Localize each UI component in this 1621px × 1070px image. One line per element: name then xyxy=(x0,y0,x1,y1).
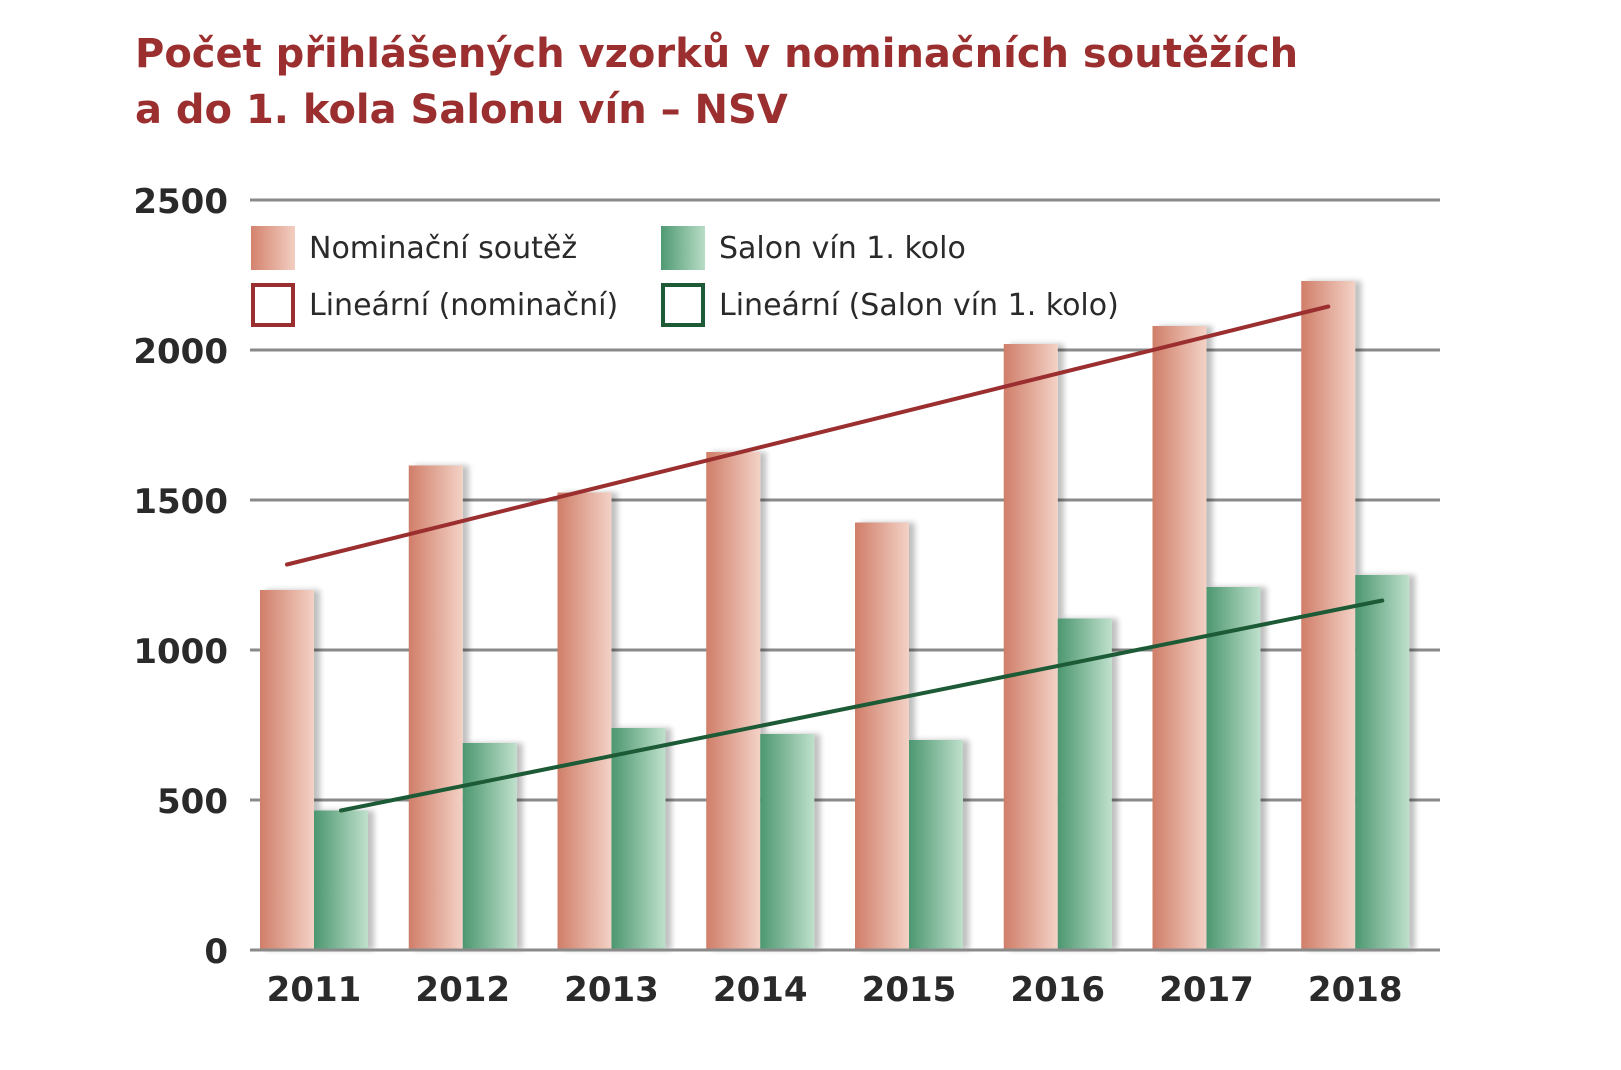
y-tick-label: 0 xyxy=(204,932,228,972)
chart-title-line-2: a do 1. kola Salonu vín – NSV xyxy=(135,87,788,133)
trendline-nominacni xyxy=(285,304,1331,567)
bar-salon xyxy=(1355,575,1410,950)
x-tick-label: 2015 xyxy=(862,970,957,1010)
bar-salon xyxy=(760,734,815,950)
legend-item-nominacni: Nominační soutěž xyxy=(251,226,577,270)
y-tick-label: 1500 xyxy=(133,482,228,522)
chart-title-line-1: Počet přihlášených vzorků v nominačních … xyxy=(135,31,1299,77)
bar-nominacni xyxy=(557,492,612,950)
y-tick-label: 500 xyxy=(157,782,228,822)
x-tick-label: 2014 xyxy=(713,970,808,1010)
legend-label-nominacni: Nominační soutěž xyxy=(309,230,578,266)
bar-salon xyxy=(314,810,368,950)
legend-label-linearni-nominacni: Lineární (nominační) xyxy=(309,287,619,323)
bars xyxy=(250,281,1440,952)
y-tick-label: 2500 xyxy=(133,182,228,222)
x-tick-label: 2016 xyxy=(1010,970,1105,1010)
legend-swatch-salon xyxy=(661,226,705,270)
y-axis-ticks: 0 500 1000 1500 2000 2500 xyxy=(133,182,228,972)
trendlines xyxy=(285,304,1385,813)
bar-salon xyxy=(1057,618,1112,950)
bar-salon xyxy=(1206,587,1261,950)
legend-label-linearni-salon: Lineární (Salon vín 1. kolo) xyxy=(719,287,1119,323)
x-tick-label: 2017 xyxy=(1159,970,1254,1010)
legend-item-linearni-salon: Lineární (Salon vín 1. kolo) xyxy=(661,283,1119,327)
bar-nominacni xyxy=(408,465,463,950)
bar-nominacni xyxy=(855,522,909,950)
trendline-salon xyxy=(339,598,1385,813)
legend-item-linearni-nominacni: Lineární (nominační) xyxy=(251,283,618,327)
bar-nominacni xyxy=(706,452,761,950)
bar-nominacni xyxy=(1003,344,1058,950)
legend-swatch-linearni-nominacni xyxy=(251,283,295,327)
legend-item-salon: Salon vín 1. kolo xyxy=(661,226,966,270)
x-tick-label: 2013 xyxy=(564,970,659,1010)
x-axis-ticks: 2011 2012 2013 2014 2015 2016 2017 2018 xyxy=(267,970,1403,1010)
bar-salon xyxy=(462,743,517,950)
bar-salon xyxy=(611,728,666,950)
bar-nominacni xyxy=(260,590,314,950)
bar-salon xyxy=(909,740,963,950)
legend-swatch-linearni-salon xyxy=(661,283,705,327)
chart-title: Počet přihlášených vzorků v nominačních … xyxy=(135,26,1535,138)
x-tick-label: 2012 xyxy=(415,970,510,1010)
legend-label-salon: Salon vín 1. kolo xyxy=(719,230,966,266)
legend-swatch-nominacni xyxy=(251,226,295,270)
y-tick-label: 2000 xyxy=(133,332,228,372)
y-tick-label: 1000 xyxy=(133,632,228,672)
x-tick-label: 2011 xyxy=(267,970,362,1010)
x-tick-label: 2018 xyxy=(1308,970,1403,1010)
